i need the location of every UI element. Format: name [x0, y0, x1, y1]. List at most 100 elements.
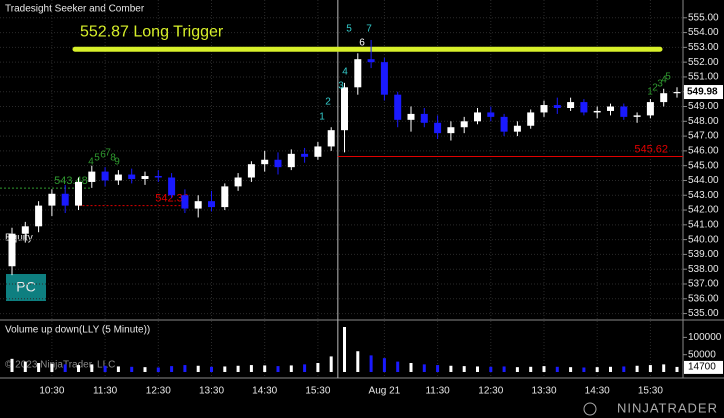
candle-body — [247, 164, 255, 178]
candle-body — [500, 116, 508, 132]
chart-title: Tradesight Seeker and Comber — [5, 4, 145, 15]
y-tick-label: 544.00 — [688, 175, 719, 186]
setup-count: 3 — [657, 79, 663, 90]
y-tick-label: 545.00 — [688, 160, 719, 171]
volume-bar — [396, 361, 400, 372]
candle-body — [194, 201, 202, 209]
setup-count: 1 — [319, 112, 325, 123]
candle-body — [301, 153, 309, 157]
setup-count: 3 — [338, 81, 344, 92]
x-tick-label: 13:30 — [199, 386, 224, 397]
volume-bar — [263, 365, 267, 372]
setup-count: 5 — [665, 72, 671, 83]
volume-title: Volume up down(LLY (5 Minute)) — [5, 325, 150, 336]
brand-icon — [583, 402, 597, 416]
y-tick-label: 537.00 — [688, 279, 719, 290]
volume-bar — [143, 367, 147, 372]
candle-body — [660, 93, 668, 103]
candle-body — [540, 105, 548, 113]
volume-bar — [662, 364, 666, 372]
volume-bar — [422, 364, 426, 372]
volume-bar — [356, 351, 360, 372]
volume-bar — [289, 365, 293, 372]
level-label: 545.62 — [634, 143, 668, 155]
candle-body — [407, 113, 415, 120]
volume-bar — [116, 366, 120, 372]
x-tick-label: 12:30 — [478, 386, 503, 397]
volume-bar — [223, 366, 227, 372]
x-tick-label: 12:30 — [146, 386, 171, 397]
volume-bar — [10, 358, 14, 372]
volume-bar — [316, 363, 320, 372]
candle-body — [8, 233, 16, 267]
setup-count: 5 — [94, 153, 100, 164]
candle-body — [154, 176, 162, 178]
axis-area — [683, 0, 724, 418]
candle-body — [580, 102, 588, 113]
y-tick-label: 554.00 — [688, 27, 719, 38]
volume-bar — [502, 366, 506, 372]
candle-body — [101, 171, 109, 181]
candle-body — [35, 205, 43, 227]
volume-bar — [569, 367, 573, 372]
trigger-label: 552.87 Long Trigger — [80, 24, 224, 41]
candle-body — [420, 113, 428, 123]
setup-count: 7 — [366, 24, 372, 35]
candle-body — [394, 94, 402, 120]
candle-body — [234, 177, 242, 187]
pc-button[interactable] — [6, 274, 46, 301]
x-tick-label: 15:30 — [305, 386, 330, 397]
volume-bar — [343, 327, 346, 372]
candle-body — [434, 122, 442, 134]
level-label: 542.30 — [155, 193, 189, 205]
candle-body — [181, 195, 189, 209]
candle-body — [208, 201, 215, 208]
setup-count: 4 — [342, 67, 348, 78]
candle-body — [673, 92, 681, 94]
volume-bar — [170, 366, 174, 372]
candle-body — [474, 112, 481, 122]
setup-count: 6 — [359, 38, 365, 49]
candle-body — [620, 106, 628, 117]
setup-count: 8 — [110, 153, 116, 164]
y-tick-label: 539.00 — [688, 249, 719, 260]
candle-body — [48, 193, 56, 206]
y-tick-label: 538.00 — [688, 264, 719, 275]
setup-count: 5 — [346, 24, 352, 35]
last-volume-label: 14700 — [688, 362, 716, 373]
volume-bar — [130, 366, 134, 372]
setup-count: 6 — [100, 150, 106, 161]
candle-body — [367, 59, 375, 63]
candle-body — [221, 186, 229, 208]
y-tick-label: 535.00 — [688, 308, 719, 319]
volume-bar — [23, 361, 27, 372]
candle-body — [21, 226, 29, 234]
x-tick-label: 14:30 — [252, 386, 277, 397]
volume-bar — [622, 366, 626, 372]
pc-button-label[interactable]: PC — [16, 279, 35, 295]
last-volume-box — [684, 360, 723, 374]
candle-body — [274, 159, 282, 168]
candle-body — [513, 125, 521, 132]
y-tick-label: 540.00 — [688, 234, 719, 245]
volume-bar — [476, 366, 479, 372]
volume-bar — [303, 364, 307, 372]
volume-bar — [515, 367, 519, 372]
y-tick-label: 552.00 — [688, 57, 719, 68]
volume-bar — [675, 366, 679, 372]
y-tick-label: 549.00 — [688, 101, 719, 112]
x-tick-label: Aug 21 — [369, 386, 401, 397]
candle-body — [553, 105, 561, 108]
volume-bar — [635, 365, 639, 372]
volume-bar — [77, 365, 80, 372]
candle-body — [261, 159, 269, 165]
x-tick-label: 15:30 — [638, 386, 663, 397]
candle-body — [633, 115, 641, 117]
volume-bar — [276, 366, 280, 372]
volume-bar — [489, 366, 493, 372]
volume-tick-label: 100000 — [688, 332, 722, 343]
candle-body — [61, 193, 69, 206]
x-tick-label: 10:30 — [39, 386, 64, 397]
setup-count: 2 — [652, 83, 658, 94]
candle-body — [646, 102, 654, 116]
